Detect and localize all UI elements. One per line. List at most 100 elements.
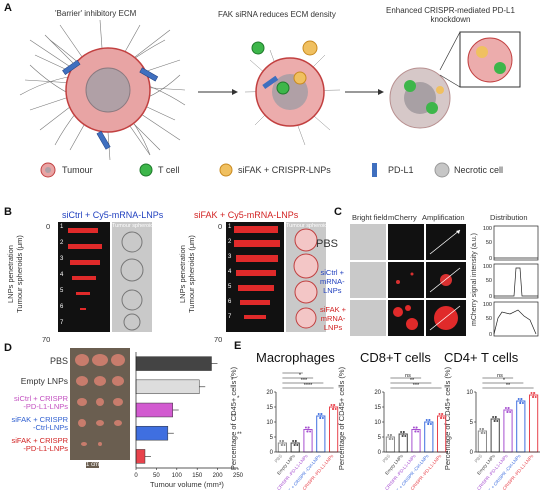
e-point xyxy=(414,430,417,433)
slice-num: 5 xyxy=(60,288,64,294)
e-bar xyxy=(303,429,313,453)
slice-num: 3 xyxy=(60,256,64,262)
e-point xyxy=(509,411,512,413)
c-ytick-mid-2: 50 xyxy=(486,278,492,284)
b-yaxis-label-left: LNPs penetration Tumour spheroids (μm) xyxy=(5,235,24,313)
legend-pdl1-label: PD-L1 xyxy=(388,165,414,175)
slice-num: 6 xyxy=(228,299,232,305)
e-point xyxy=(412,426,415,429)
e-point xyxy=(534,396,537,398)
e-bar xyxy=(316,415,326,453)
stage-title-1: 'Barrier' inhibitory ECM xyxy=(55,9,137,18)
c-bf-sictrl xyxy=(350,262,386,298)
d-significance: ** xyxy=(237,432,242,438)
e-bar xyxy=(477,430,487,453)
slice-num: 2 xyxy=(60,240,64,246)
c-bf-sifak xyxy=(350,300,386,336)
c-ytick-bot-2: 0 xyxy=(489,294,492,300)
slice-num: 1 xyxy=(228,224,232,230)
e-point xyxy=(391,438,394,440)
b-left-top-tick: 0 xyxy=(46,222,51,231)
e-point xyxy=(319,417,322,419)
slice-num: 4 xyxy=(228,269,232,275)
e-point xyxy=(492,416,495,418)
e-point xyxy=(294,440,297,442)
d-bar xyxy=(135,402,173,418)
e-x-category-label: PBS xyxy=(382,453,392,463)
e-sig-label: *** xyxy=(413,383,420,389)
e-point xyxy=(533,392,536,394)
d-significance: * xyxy=(231,378,234,384)
c-amp-sictrl xyxy=(426,262,466,298)
slice-num: 7 xyxy=(60,320,64,326)
c-ytick-bot-3: 0 xyxy=(489,332,492,338)
e-sig-label: ** xyxy=(506,383,511,389)
e-point xyxy=(404,435,407,437)
e-y-tick-label: 20 xyxy=(266,390,273,396)
e-point xyxy=(506,411,509,413)
legend-necrotic-label: Necrotic cell xyxy=(454,165,504,175)
e-point xyxy=(479,428,482,430)
e-point xyxy=(280,444,283,446)
e-sig-label: ** xyxy=(410,378,415,384)
c-col-amplification: Amplification xyxy=(422,213,465,222)
e-point xyxy=(307,426,310,429)
e-point xyxy=(292,440,295,442)
d-x-tick-label: 150 xyxy=(192,473,203,479)
b-left-stack-signal xyxy=(68,228,102,310)
e-point xyxy=(517,398,520,400)
c-row-pbs: PBS xyxy=(316,238,339,250)
e-point xyxy=(520,398,523,400)
e-point xyxy=(415,426,418,429)
e-point xyxy=(330,404,333,406)
panel-e-letter: E xyxy=(234,340,242,352)
e-sig-label: **** xyxy=(304,383,313,389)
e-point xyxy=(507,407,510,409)
d-x-tick-label: 50 xyxy=(153,473,160,479)
e-y-tick-label: 5 xyxy=(270,435,274,441)
b-left-slice-numbers: 1 2 3 4 5 6 7 xyxy=(60,224,70,336)
e-point xyxy=(401,435,404,437)
e-y-tick-label: 5 xyxy=(378,435,382,441)
c-amp-pbs xyxy=(426,224,466,260)
e-point xyxy=(334,408,337,410)
e-point xyxy=(309,430,312,433)
e-sig-label: * xyxy=(295,370,298,374)
b-right-stack xyxy=(226,222,284,332)
d-label-empty: Empty LNPs xyxy=(20,376,68,386)
e-point xyxy=(482,428,485,430)
e-point xyxy=(530,392,533,394)
e-point xyxy=(427,423,430,425)
b-right-slice-numbers: 1 2 3 4 5 6 7 xyxy=(228,224,238,329)
e-point xyxy=(282,440,285,442)
slice-num: 2 xyxy=(228,239,232,245)
d-label-sifak-ctrl: siFAK + CRISPR -Ctrl-LNPs xyxy=(11,415,68,432)
e-point xyxy=(321,417,324,419)
e-sig-label: ns xyxy=(405,373,411,379)
d-significance: ** xyxy=(231,414,236,420)
slice-num: 4 xyxy=(60,272,64,278)
e-point xyxy=(331,408,334,410)
e-point xyxy=(441,413,444,415)
e-bar xyxy=(424,421,434,453)
e-point xyxy=(531,396,534,398)
e-point xyxy=(428,419,431,421)
e-bar xyxy=(490,418,500,453)
d-bar xyxy=(135,425,169,441)
e-point xyxy=(283,444,286,446)
e-point xyxy=(521,402,524,404)
d-tumour-photo xyxy=(70,348,130,460)
e-point xyxy=(494,416,497,418)
c-mch-pbs xyxy=(388,224,424,260)
b-right-bottom-tick: 70 xyxy=(214,335,223,344)
e-y-tick-label: 10 xyxy=(374,420,381,426)
b-left-inset-label: Tumour spheroids xyxy=(112,223,157,229)
d-x-tick-label: 100 xyxy=(172,473,183,479)
c-ytick-mid-3: 50 xyxy=(486,316,492,322)
e-point xyxy=(390,434,393,436)
c-ytick-top-2: 100 xyxy=(483,264,492,270)
panel-b-letter: B xyxy=(4,206,12,218)
e-point xyxy=(320,413,323,415)
c-col-distribution: Distribution xyxy=(490,213,528,222)
